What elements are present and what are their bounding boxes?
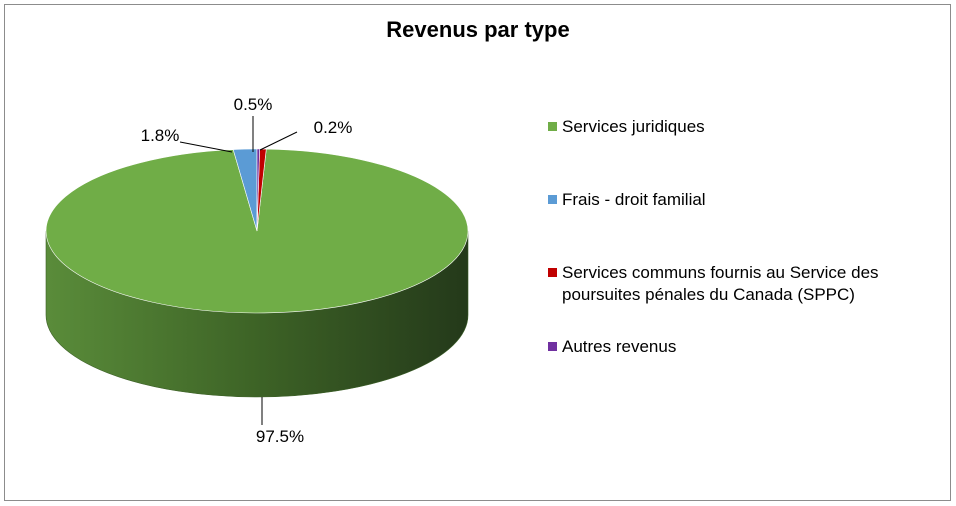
chart-title: Revenus par type — [386, 17, 570, 42]
data-label-services-juridiques: 97.5% — [256, 427, 304, 446]
data-label-frais-droit-familial: 1.8% — [141, 126, 180, 145]
legend-label: Frais - droit familial — [562, 190, 706, 209]
legend-swatch — [548, 268, 557, 277]
legend-swatch — [548, 342, 557, 351]
pie-slice-autres-revenus — [256, 148, 260, 232]
legend-label: Services juridiques — [562, 117, 705, 136]
legend-item-autres-revenus: Autres revenus — [548, 336, 932, 358]
data-label-autres-revenus: 0.2% — [314, 118, 353, 137]
legend-label: Services communs fournis au Service des … — [562, 263, 879, 304]
legend-item-frais-droit-familial: Frais - droit familial — [548, 189, 932, 211]
legend-label: Autres revenus — [562, 337, 677, 356]
legend-item-services-juridiques: Services juridiques — [548, 116, 932, 138]
legend-item-services-communs-sppc: Services communs fournis au Service des … — [548, 262, 932, 306]
data-label-services-communs-sppc: 0.5% — [234, 95, 273, 114]
leader-line-frais-droit-familial — [179, 141, 233, 153]
legend-swatch — [548, 122, 557, 131]
leader-line-autres-revenus — [259, 131, 298, 151]
legend-swatch — [548, 195, 557, 204]
